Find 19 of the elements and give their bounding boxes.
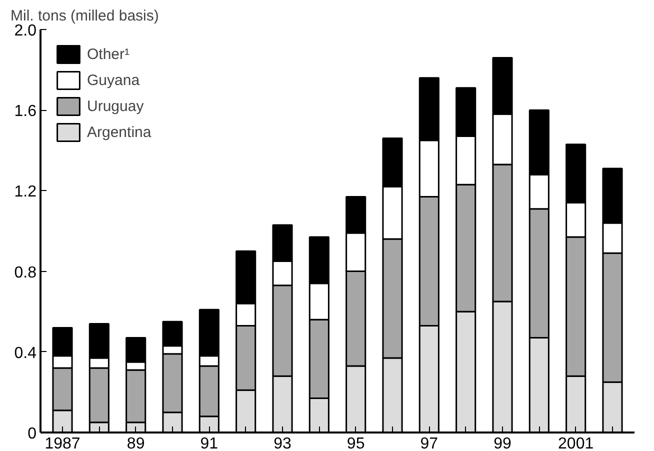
legend-label: Argentina xyxy=(87,124,152,140)
y-tick-label: 1.2 xyxy=(14,184,37,201)
y-tick-label: 0.4 xyxy=(14,344,37,362)
x-tick-label: 1987 xyxy=(44,436,80,451)
legend-label: Other¹ xyxy=(87,46,130,62)
y-tick-label: 2.0 xyxy=(14,22,37,40)
x-tick-label: 99 xyxy=(494,436,512,451)
y-tick-label: 0.8 xyxy=(14,264,37,282)
legend-label: Uruguay xyxy=(87,98,144,114)
x-tick-label: 95 xyxy=(346,436,365,451)
x-tick-label: 91 xyxy=(200,436,218,451)
y-tick-label: 1.6 xyxy=(14,103,37,120)
x-tick-label: 2001 xyxy=(558,436,594,451)
x-tick-label: 93 xyxy=(274,436,292,451)
x-tick-label: 97 xyxy=(420,436,438,451)
x-tick-label: 89 xyxy=(126,436,145,451)
legend-label: Guyana xyxy=(87,72,140,88)
y-tick-label: 0 xyxy=(28,426,37,442)
y-axis-title: Mil. tons (milled basis) xyxy=(10,8,159,24)
